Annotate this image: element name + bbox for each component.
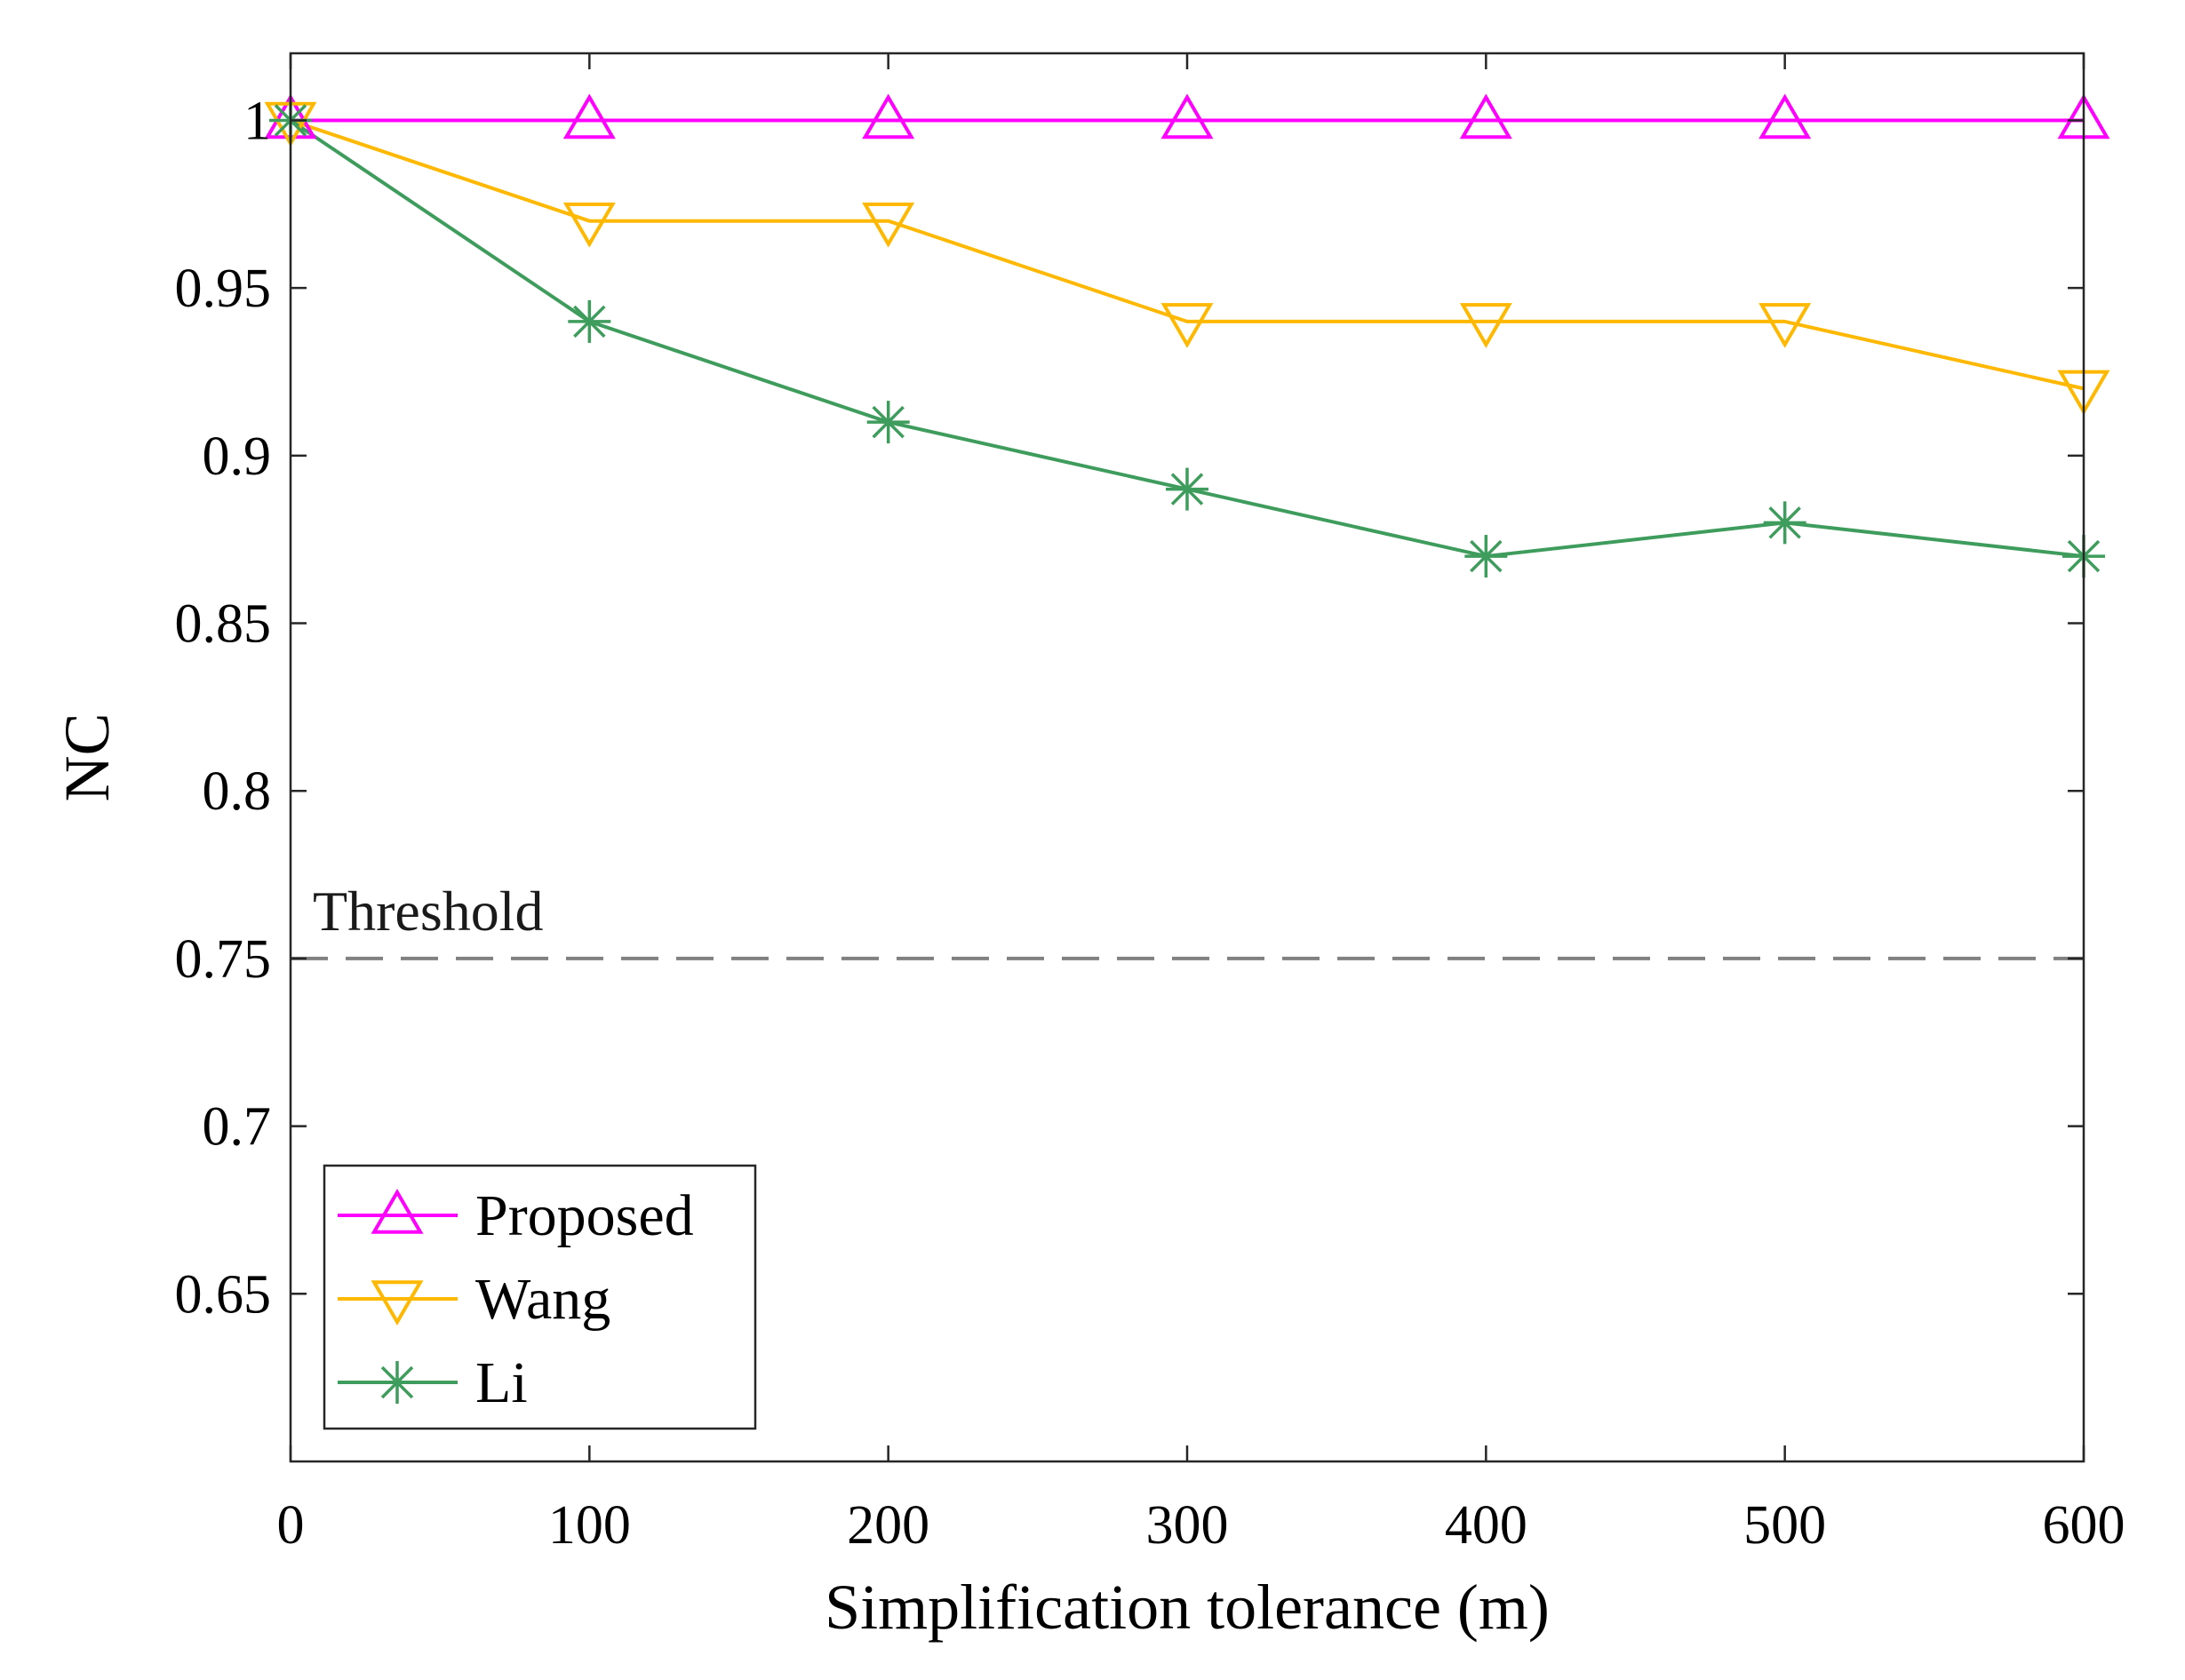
data-point-proposed: [1160, 93, 1214, 139]
legend-label: Wang: [475, 1267, 610, 1332]
x-tick-label: 600: [2043, 1495, 2125, 1556]
legend-marker-icon: [376, 1361, 419, 1404]
x-tick-label: 200: [847, 1495, 929, 1556]
y-tick-label: 1: [243, 91, 271, 151]
data-point-proposed: [1459, 93, 1512, 139]
x-tick-label: 500: [1743, 1495, 1826, 1556]
data-point-li: [866, 401, 910, 444]
series-wang: [290, 118, 2085, 391]
y-tick-label: 0.8: [203, 761, 272, 822]
data-point-wang: [1459, 303, 1512, 348]
data-point-wang: [1160, 303, 1214, 348]
data-point-proposed: [862, 93, 915, 139]
data-point-wang: [1758, 303, 1812, 348]
legend-label: Li: [475, 1350, 528, 1415]
data-point-wang: [862, 202, 915, 248]
data-point-wang: [562, 202, 616, 248]
x-tick-label: 400: [1445, 1495, 1527, 1556]
y-tick-label: 0.9: [203, 426, 272, 487]
data-point-li: [1166, 467, 1208, 511]
series-line-wang: [290, 118, 2085, 391]
series-layer: [264, 93, 2110, 578]
threshold-label: Threshold: [313, 880, 544, 943]
axes-layer: 0 100 200 300 400 500 600 0.65 0.7 0.75 0.8 0.85 0.9…: [52, 52, 2125, 1643]
legend-marker-icon: [371, 1189, 424, 1234]
y-axis-title: NC: [52, 713, 123, 801]
legend-item-wang: Wang: [338, 1267, 610, 1332]
y-tick-label: 0.85: [175, 594, 272, 655]
legend-label: Proposed: [475, 1183, 694, 1248]
data-point-proposed: [1758, 93, 1812, 139]
data-point-li: [1763, 501, 1806, 545]
y-tick-label: 0.7: [203, 1097, 272, 1158]
data-point-li: [568, 299, 611, 343]
data-point-li: [1464, 535, 1508, 578]
threshold-layer: Threshold: [291, 880, 2084, 960]
legend-marker-icon: [371, 1280, 424, 1326]
x-axis-title: Simplification tolerance (m): [825, 1572, 1550, 1643]
y-tick-label: 0.95: [175, 259, 272, 319]
legend-item-li: Li: [338, 1350, 528, 1415]
x-tick-label: 0: [277, 1495, 305, 1556]
x-tick-label: 100: [548, 1495, 631, 1556]
x-tick-label: 300: [1146, 1495, 1229, 1556]
legend-item-proposed: Proposed: [338, 1183, 694, 1248]
y-tick-label: 0.75: [175, 929, 272, 990]
y-tick-label: 0.65: [175, 1264, 272, 1325]
legend: Proposed Wang Li: [323, 1164, 757, 1430]
data-point-proposed: [562, 93, 616, 139]
